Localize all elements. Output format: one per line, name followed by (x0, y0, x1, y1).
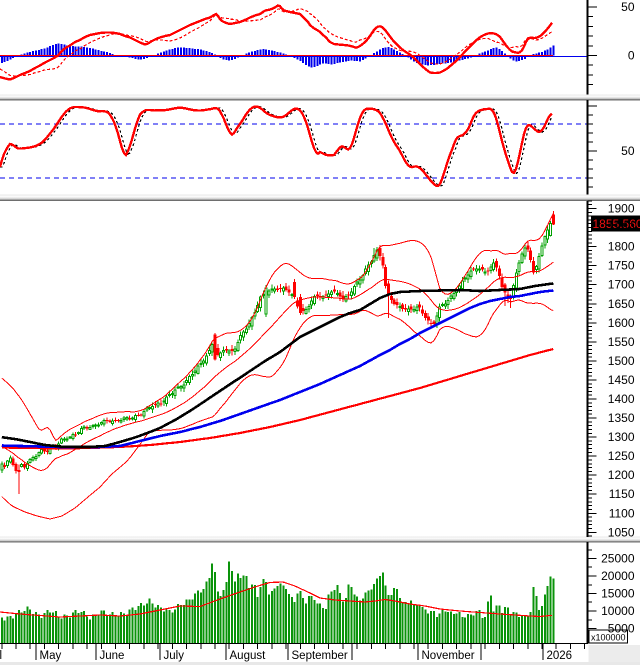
svg-text:1700: 1700 (608, 278, 635, 292)
svg-text:x100000: x100000 (591, 633, 626, 643)
svg-text:1350: 1350 (608, 411, 635, 425)
svg-text:50: 50 (621, 0, 635, 14)
svg-text:1855.560: 1855.560 (593, 217, 640, 231)
svg-text:1100: 1100 (609, 506, 635, 520)
svg-text:1550: 1550 (608, 335, 635, 349)
svg-text:1500: 1500 (608, 354, 635, 368)
svg-text:1750: 1750 (608, 259, 635, 273)
svg-text:1450: 1450 (608, 373, 635, 387)
svg-text:25000: 25000 (601, 552, 635, 566)
svg-text:1050: 1050 (608, 525, 635, 539)
svg-text:1150: 1150 (609, 487, 635, 501)
svg-text:November: November (422, 650, 475, 662)
svg-text:1200: 1200 (608, 468, 635, 482)
svg-text:1800: 1800 (608, 240, 635, 254)
svg-text:20000: 20000 (601, 569, 635, 583)
svg-text:5000: 5000 (608, 622, 635, 636)
svg-text:50: 50 (621, 144, 635, 158)
svg-text:2026: 2026 (547, 650, 573, 662)
svg-text:May: May (40, 650, 62, 662)
svg-text:1900: 1900 (608, 202, 635, 216)
svg-text:10000: 10000 (601, 604, 635, 618)
svg-text:August: August (230, 650, 267, 662)
svg-text:1250: 1250 (608, 449, 635, 463)
svg-text:September: September (292, 650, 348, 662)
svg-text:1300: 1300 (608, 430, 635, 444)
svg-text:1600: 1600 (608, 316, 635, 330)
svg-text:0: 0 (628, 49, 635, 63)
svg-text:1850: 1850 (608, 221, 635, 235)
svg-text:1650: 1650 (608, 297, 635, 311)
svg-text:15000: 15000 (601, 587, 635, 601)
svg-text:1400: 1400 (608, 392, 635, 406)
svg-text:l: l (0, 650, 2, 662)
svg-text:July: July (164, 650, 185, 662)
svg-text:June: June (100, 650, 125, 662)
